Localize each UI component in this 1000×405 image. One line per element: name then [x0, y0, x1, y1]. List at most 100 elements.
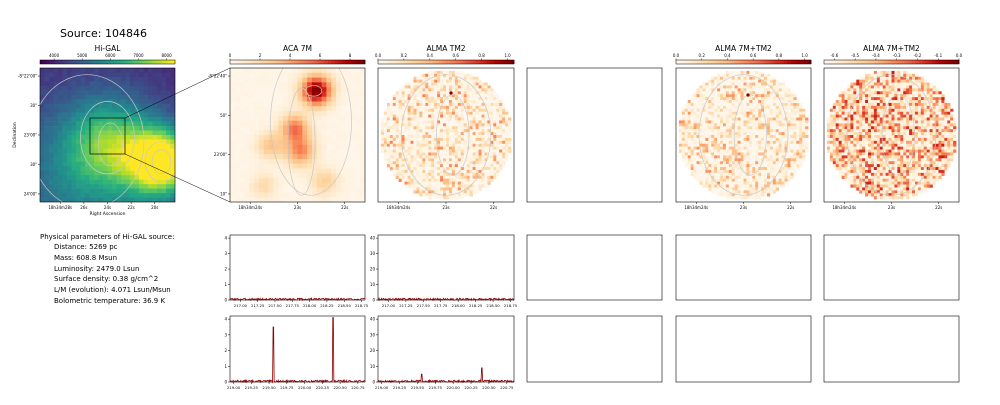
heatmap-cell	[761, 94, 765, 98]
heatmap-cell	[454, 143, 459, 147]
heatmap-cell	[422, 105, 426, 110]
heatmap-cell	[258, 168, 265, 174]
heatmap-cell	[425, 181, 429, 185]
heatmap-cell	[496, 137, 500, 142]
heatmap-cell	[443, 193, 447, 197]
heatmap-cell	[107, 197, 113, 202]
heatmap-cell	[755, 178, 759, 182]
heatmap-cell	[728, 190, 733, 194]
heatmap-cell	[170, 193, 175, 198]
heatmap-cell	[134, 166, 140, 172]
heatmap-cell	[784, 158, 788, 162]
heatmap-cell	[395, 137, 399, 142]
heatmap-cell	[775, 152, 780, 156]
heatmap-cell	[761, 178, 765, 182]
heatmap-cell	[787, 126, 791, 130]
heatmap-cell	[316, 120, 322, 126]
heatmap-cell	[425, 149, 429, 153]
heatmap-cell	[772, 175, 777, 179]
heatmap-cell	[263, 168, 269, 174]
heatmap-cell	[125, 76, 131, 82]
heatmap-cell	[705, 117, 709, 121]
heatmap-cell	[714, 143, 718, 147]
heatmap-cell	[331, 111, 337, 117]
colorbar-segment	[354, 60, 359, 64]
heatmap-cell	[107, 130, 113, 136]
colorbar-tick-label: 0.4	[427, 53, 434, 58]
heatmap-cell	[796, 102, 800, 107]
heatmap-cell	[493, 132, 497, 136]
heatmap-cell	[170, 175, 175, 180]
heatmap-cell	[166, 148, 171, 154]
heatmap-cell	[94, 188, 99, 194]
heatmap-cell	[239, 163, 245, 169]
heatmap-cell	[239, 187, 245, 193]
heatmap-cell	[268, 139, 274, 145]
heatmap-cell	[404, 169, 408, 174]
heatmap-cell	[460, 120, 465, 124]
heatmap-cell	[796, 108, 800, 112]
heatmap-cell	[389, 143, 394, 147]
colorbar-segment	[77, 60, 81, 64]
heatmap-cell	[740, 135, 744, 139]
heatmap-cell	[496, 111, 500, 115]
heatmap-cell	[484, 137, 488, 142]
heatmap-cell	[254, 135, 260, 141]
heatmap-cell	[434, 102, 438, 107]
heatmap-cell	[778, 178, 782, 182]
heatmap-cell	[40, 152, 45, 158]
heatmap-cell	[254, 149, 260, 155]
heatmap-cell	[725, 140, 730, 145]
heatmap-cell	[502, 126, 506, 130]
heatmap-cell	[355, 192, 361, 198]
heatmap-cell	[392, 158, 397, 162]
heatmap-cell	[505, 120, 509, 124]
heatmap-cell	[451, 184, 456, 188]
heatmap-cell	[790, 91, 794, 95]
heatmap-cell	[746, 70, 750, 75]
heatmap-cell	[457, 190, 462, 194]
heatmap-cell	[336, 168, 342, 174]
heatmap-cell	[419, 97, 423, 101]
heatmap-cell	[316, 68, 322, 74]
heatmap-cell	[734, 143, 738, 147]
heatmap-cell	[696, 146, 700, 150]
heatmap-cell	[350, 144, 356, 150]
heatmap-cell	[457, 102, 462, 107]
heatmap-cell	[345, 154, 351, 160]
heatmap-cell	[728, 76, 733, 80]
heatmap-cell	[62, 81, 68, 87]
heatmap-cell	[463, 76, 467, 80]
heatmap-cell	[161, 161, 167, 167]
heatmap-cell	[249, 135, 255, 141]
heatmap-cell	[437, 196, 441, 200]
heatmap-cell	[714, 132, 718, 136]
heatmap-cell	[287, 101, 293, 107]
heatmap-cell	[478, 164, 482, 168]
heatmap-cell	[720, 132, 724, 136]
heatmap-cell	[326, 139, 332, 145]
heatmap-cell	[80, 184, 86, 189]
heatmap-cell	[307, 158, 313, 165]
heatmap-cell	[740, 123, 744, 127]
heatmap-cell	[487, 111, 491, 115]
heatmap-cell	[764, 79, 768, 83]
heatmap-cell	[478, 117, 482, 121]
heatmap-cell	[490, 129, 494, 133]
heatmap-cell	[764, 126, 768, 130]
heatmap-cell	[460, 91, 465, 95]
heatmap-cell	[398, 120, 402, 124]
heatmap-cell	[139, 148, 144, 154]
heatmap-cell	[478, 108, 482, 112]
heatmap-cell	[448, 76, 453, 80]
heatmap-cell	[152, 184, 158, 189]
heatmap-cell	[755, 79, 759, 83]
heatmap-cell	[278, 144, 284, 150]
heatmap-cell	[466, 167, 470, 171]
heatmap-cell	[702, 132, 706, 136]
heatmap-cell	[714, 161, 718, 165]
heatmap-cell	[761, 126, 765, 130]
heatmap-cell	[705, 132, 709, 136]
heatmap-cell	[428, 135, 432, 139]
heatmap-cell	[484, 117, 488, 121]
